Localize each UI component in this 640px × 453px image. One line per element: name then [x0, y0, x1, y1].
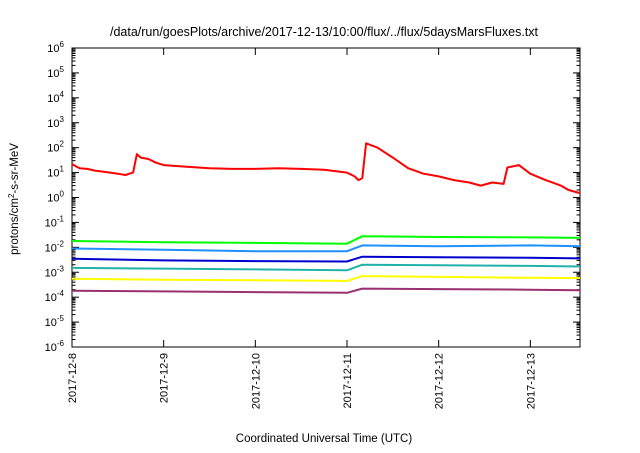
- plot-area: 10-6 10-5 10-4 10-3 10-2 10-1 100 101 102 103 104 1…: [45, 40, 581, 409]
- y-tick-label: 102: [47, 140, 64, 155]
- y-tick-label: 100: [47, 190, 64, 205]
- series-line-5: [71, 275, 581, 282]
- series-line-0: [71, 142, 581, 195]
- x-tick-label: 2017-12-11: [342, 353, 354, 408]
- y-tick-label: 105: [47, 65, 64, 80]
- y-tick-label: 10-2: [45, 239, 65, 254]
- y-tick-label: 103: [47, 115, 64, 130]
- y-tick-label: 10-5: [45, 314, 65, 329]
- y-axis-label-post: -s-sr-MeV: [9, 143, 21, 194]
- y-axis-label-pre: protons/cm: [9, 198, 21, 255]
- x-axis-label: Coordinated Universal Time (UTC): [236, 433, 413, 445]
- plot-frame: [71, 47, 581, 348]
- chart-title: /data/run/goesPlots/archive/2017-12-13/1…: [110, 25, 539, 39]
- x-tick-label: 2017-12-8: [67, 353, 79, 403]
- y-axis-label-text: protons/cm2-s-sr-MeV: [7, 143, 21, 255]
- series-line-3: [71, 255, 581, 263]
- y-tick-label: 101: [47, 165, 64, 180]
- x-tick-label: 2017-12-10: [250, 353, 262, 409]
- y-tick-label: 10-4: [45, 289, 65, 304]
- x-tick-label: 2017-12-12: [434, 353, 446, 409]
- series-line-2: [71, 244, 581, 253]
- y-tick-label: 10-3: [45, 264, 65, 279]
- y-tick-label: 10-6: [45, 339, 65, 354]
- y-axis-label: protons/cm2-s-sr-MeV: [7, 143, 21, 255]
- x-tick-label: 2017-12-9: [159, 353, 171, 403]
- y-axis-label-sup: 2: [7, 193, 16, 198]
- x-tick-label: 2017-12-13: [525, 353, 537, 409]
- y-tick-label: 106: [47, 40, 64, 55]
- y-tick-label: 104: [47, 90, 64, 105]
- series-line-6: [71, 287, 581, 294]
- series-line-1: [71, 235, 581, 245]
- y-tick-label: 10-1: [45, 214, 65, 229]
- series-line-4: [71, 263, 581, 272]
